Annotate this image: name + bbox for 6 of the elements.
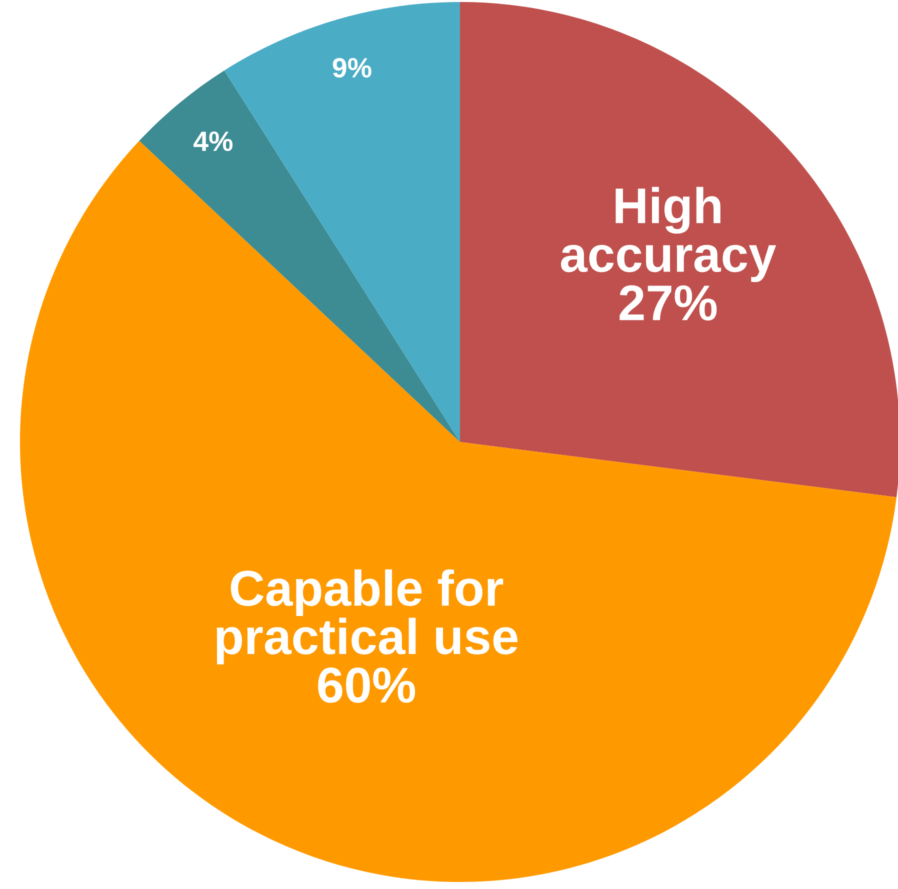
data-label: 4% [194,132,233,152]
data-label: 9% [332,58,372,78]
slice-label: High accuracy [560,186,776,282]
data-label: 60% [318,668,416,703]
data-label: 27% [620,285,717,321]
slice-label: Capable for practical use [216,569,518,664]
